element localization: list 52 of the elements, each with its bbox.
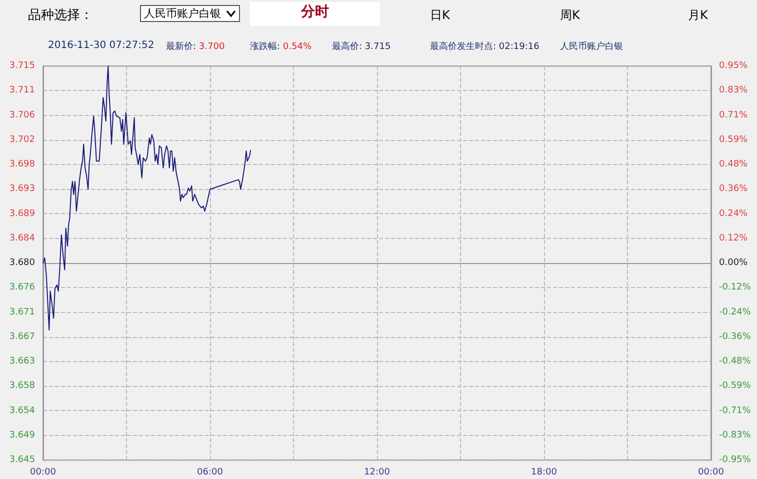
text: 最高价发生时点: 02:19:16 (430, 40, 540, 53)
y2-tick-label: -0.95% (719, 455, 752, 465)
text: 人民币账户白银 (140, 5, 240, 22)
y-tick-label: 3.645 (9, 455, 35, 465)
text: 涨跌幅: 0.54% (250, 42, 312, 52)
y-tick-label: 3.667 (9, 332, 35, 342)
y2-tick-label: 0.95% (719, 61, 748, 71)
y2-tick-label: -0.71% (719, 406, 752, 416)
y-tick-label: 3.676 (9, 282, 36, 293)
y2-tick-label: 0.59% (719, 134, 748, 145)
text: 最新价: 3.700 (166, 42, 225, 52)
text: 2016-11-30 07:27:52 (48, 40, 154, 51)
y2-tick-label: -0.48% (719, 356, 752, 366)
text: 周K (560, 7, 580, 24)
x-tick-label: 12:00 (364, 468, 390, 478)
y-tick-label: 3.711 (9, 86, 35, 96)
y2-tick-label: -0.24% (719, 307, 752, 318)
text: 品种选择： (28, 7, 93, 24)
x-tick-label: 00:00 (30, 468, 56, 478)
x-tick-label: 06:00 (197, 468, 224, 478)
y-tick-label: 3.654 (9, 406, 36, 416)
y-tick-label: 3.663 (9, 356, 35, 366)
y-tick-label: 3.702 (9, 134, 35, 145)
y-tick-label: 3.715 (9, 61, 35, 71)
y2-tick-label: 0.00% (719, 258, 748, 268)
y2-tick-label: 0.24% (719, 208, 748, 219)
x-tick-label: 18:00 (531, 468, 558, 478)
y2-tick-label: -0.59% (719, 381, 752, 392)
y2-tick-label: 0.36% (719, 184, 748, 194)
y2-tick-label: -0.12% (719, 282, 752, 293)
y-tick-label: 3.698 (9, 160, 36, 170)
text: 日K (430, 7, 450, 24)
y-tick-label: 3.689 (9, 208, 36, 219)
text: 分时 (250, 2, 380, 26)
y-tick-label: 3.680 (9, 258, 36, 268)
y-tick-label: 3.684 (9, 233, 36, 244)
y2-tick-label: -0.36% (719, 332, 752, 342)
y-tick-label: 3.658 (9, 381, 36, 392)
y-tick-label: 3.693 (9, 184, 35, 194)
text: 人民币账户白银 (560, 40, 623, 53)
y2-tick-label: 0.12% (719, 233, 748, 244)
y-tick-label: 3.649 (9, 430, 36, 440)
y-tick-label: 3.706 (9, 110, 36, 120)
text: 最高价: 3.715 (332, 42, 391, 52)
y2-tick-label: -0.83% (719, 430, 752, 440)
y2-tick-label: 0.83% (719, 86, 748, 96)
y2-tick-label: 0.48% (719, 160, 748, 170)
x-tick-label: 00:00 (698, 468, 724, 478)
y-tick-label: 3.671 (9, 307, 35, 318)
text: 月K (688, 7, 708, 24)
y2-tick-label: 0.71% (719, 110, 748, 120)
line-series (42, 66, 252, 330)
